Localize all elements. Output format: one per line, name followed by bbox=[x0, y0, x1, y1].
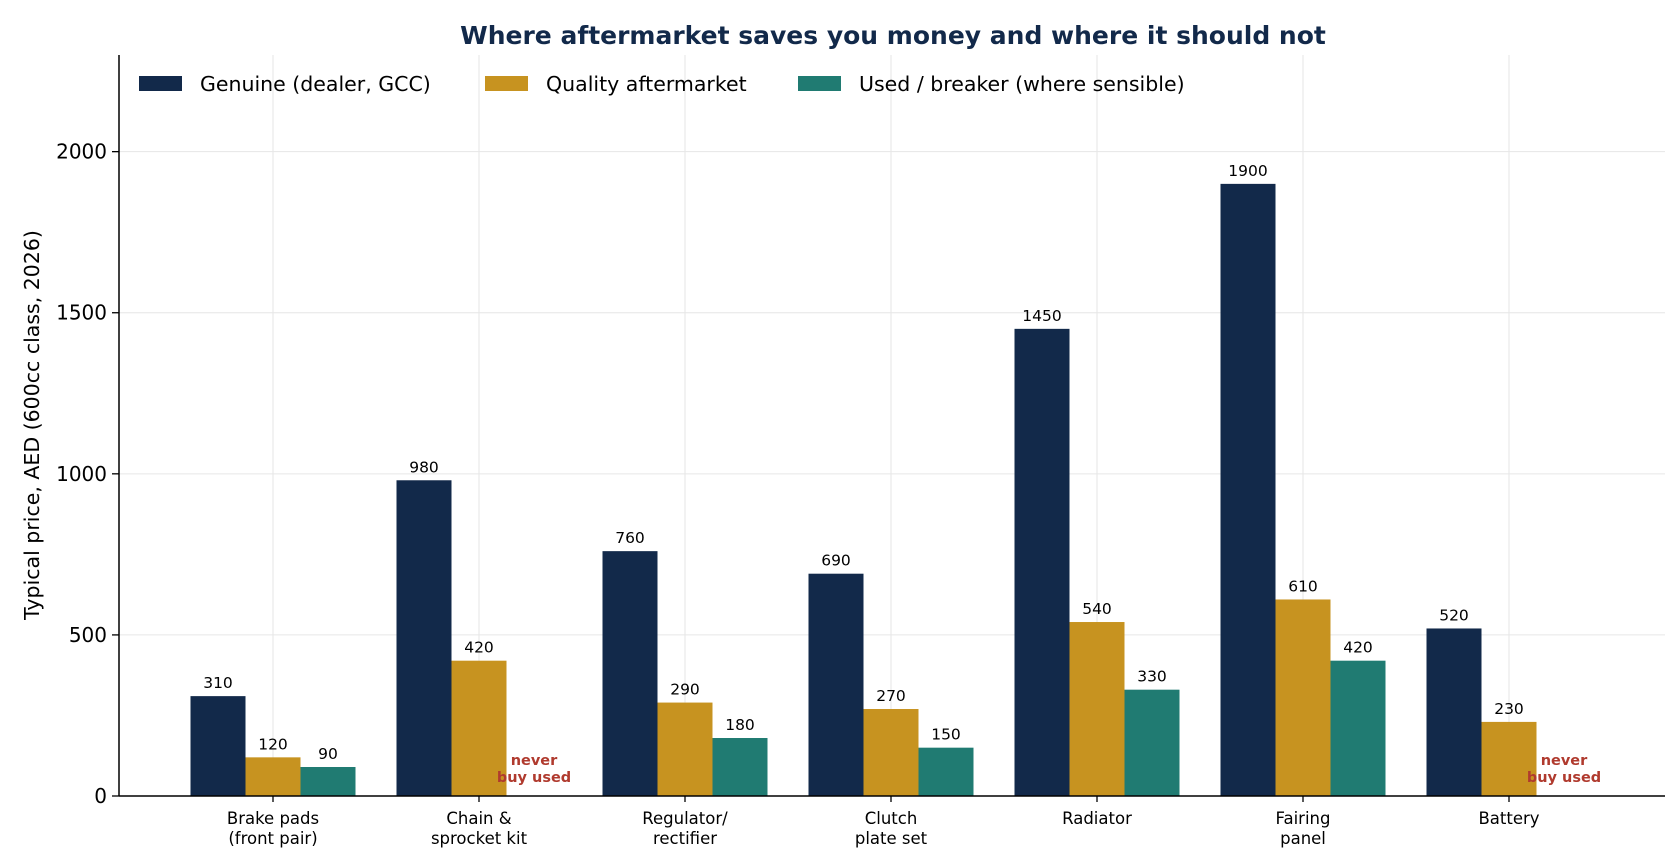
legend: Genuine (dealer, GCC) Quality aftermarket… bbox=[139, 72, 1185, 96]
never-buy-used-line: buy used bbox=[497, 770, 571, 786]
bar bbox=[451, 660, 507, 796]
x-category-labels: Brake pads (front pair) Chain & sprocket ki… bbox=[227, 796, 1540, 848]
bar bbox=[1124, 689, 1180, 796]
x-category-label: Fairing panel bbox=[1276, 809, 1331, 848]
x-category-label-line: Chain & bbox=[446, 809, 511, 828]
never-buy-used-line: buy used bbox=[1527, 770, 1601, 786]
bar-value-label: 290 bbox=[670, 681, 700, 699]
x-category-label-line: sprocket kit bbox=[431, 829, 528, 848]
x-category-label: Clutch plate set bbox=[855, 809, 928, 848]
legend-swatch bbox=[139, 76, 182, 91]
legend-swatch bbox=[485, 76, 528, 91]
bar-value-label: 760 bbox=[615, 529, 645, 547]
x-category-label-line: Brake pads bbox=[227, 809, 319, 828]
never-buy-used-line: never bbox=[1541, 753, 1588, 769]
legend-label: Genuine (dealer, GCC) bbox=[200, 72, 431, 96]
bar-value-label: 540 bbox=[1082, 600, 1112, 618]
bar-value-label: 420 bbox=[1343, 639, 1373, 657]
bar-value-label: 610 bbox=[1288, 577, 1318, 595]
legend-label: Used / breaker (where sensible) bbox=[859, 72, 1185, 96]
bar bbox=[1330, 660, 1386, 796]
bars bbox=[190, 183, 1537, 796]
x-category-label: Radiator bbox=[1062, 809, 1132, 828]
bar bbox=[808, 573, 864, 796]
axes bbox=[118, 55, 1665, 797]
x-category-label: Battery bbox=[1478, 809, 1539, 828]
bar bbox=[1426, 628, 1482, 796]
bar bbox=[1069, 622, 1125, 796]
x-category-label: Brake pads (front pair) bbox=[227, 809, 319, 848]
bar bbox=[396, 480, 452, 796]
x-category-label-line: rectifier bbox=[653, 829, 717, 848]
never-buy-used-note: never buy used bbox=[1527, 753, 1601, 786]
x-category-label: Chain & sprocket kit bbox=[431, 809, 528, 848]
bar bbox=[1481, 721, 1537, 796]
y-tick-label: 1000 bbox=[56, 462, 107, 486]
y-tick-label: 0 bbox=[94, 784, 107, 808]
never-buy-used-line: never bbox=[511, 753, 558, 769]
bar bbox=[863, 709, 919, 796]
bar-value-label: 690 bbox=[821, 552, 851, 570]
x-category-label: Regulator/rectifier bbox=[642, 809, 728, 848]
x-category-label-line: plate set bbox=[855, 829, 928, 848]
bar-value-label: 90 bbox=[318, 745, 338, 763]
bar bbox=[300, 767, 356, 796]
legend-label: Quality aftermarket bbox=[546, 72, 747, 96]
x-category-label-line: Clutch bbox=[865, 809, 918, 828]
bar bbox=[602, 551, 658, 796]
x-category-label-line: (front pair) bbox=[228, 829, 317, 848]
y-ticks: 0 500 1000 1500 2000 bbox=[56, 140, 119, 808]
x-category-label-line: Radiator bbox=[1062, 809, 1132, 828]
y-tick-label: 2000 bbox=[56, 140, 107, 164]
bar-value-label: 980 bbox=[409, 458, 439, 476]
bar-value-label: 520 bbox=[1439, 606, 1469, 624]
bar-value-label: 1450 bbox=[1022, 307, 1061, 325]
bar-value-label: 330 bbox=[1137, 668, 1167, 686]
x-category-label-line: panel bbox=[1280, 829, 1326, 848]
bar-value-label: 180 bbox=[725, 716, 755, 734]
x-category-label-line: Fairing bbox=[1276, 809, 1331, 828]
bar bbox=[918, 747, 974, 796]
bar bbox=[190, 696, 246, 796]
y-tick-label: 500 bbox=[69, 623, 107, 647]
bar-value-label: 420 bbox=[464, 639, 494, 657]
bar-value-label: 150 bbox=[931, 726, 961, 744]
bar bbox=[1275, 599, 1331, 796]
y-axis-title: Typical price, AED (600cc class, 2026) bbox=[20, 230, 44, 621]
x-category-label-line: Battery bbox=[1478, 809, 1539, 828]
never-buy-used-note: never buy used bbox=[497, 753, 571, 786]
bar bbox=[1014, 328, 1070, 796]
bar bbox=[657, 702, 713, 796]
x-category-label-line: Regulator/ bbox=[642, 809, 728, 828]
bar bbox=[245, 757, 301, 796]
legend-swatch bbox=[798, 76, 841, 91]
bar bbox=[1220, 183, 1276, 796]
bar-value-label: 230 bbox=[1494, 700, 1524, 718]
y-tick-label: 1500 bbox=[56, 301, 107, 325]
bar-value-label: 310 bbox=[203, 674, 233, 692]
chart-title: Where aftermarket saves you money and wh… bbox=[460, 21, 1326, 50]
bar-value-label: 270 bbox=[876, 687, 906, 705]
bar-value-label: 1900 bbox=[1228, 162, 1267, 180]
bar-value-label: 120 bbox=[258, 735, 288, 753]
bar bbox=[712, 738, 768, 796]
